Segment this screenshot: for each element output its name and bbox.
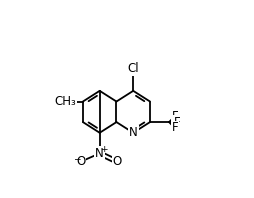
Text: Cl: Cl [128,62,139,75]
Text: −: − [73,154,80,163]
Text: F: F [172,121,178,134]
Text: F: F [174,116,181,129]
Text: +: + [100,146,108,154]
Text: F: F [172,110,178,123]
Text: N: N [129,126,138,139]
Text: O: O [76,155,85,168]
Text: O: O [113,155,122,168]
Text: N: N [95,147,104,160]
Text: CH₃: CH₃ [55,95,76,108]
